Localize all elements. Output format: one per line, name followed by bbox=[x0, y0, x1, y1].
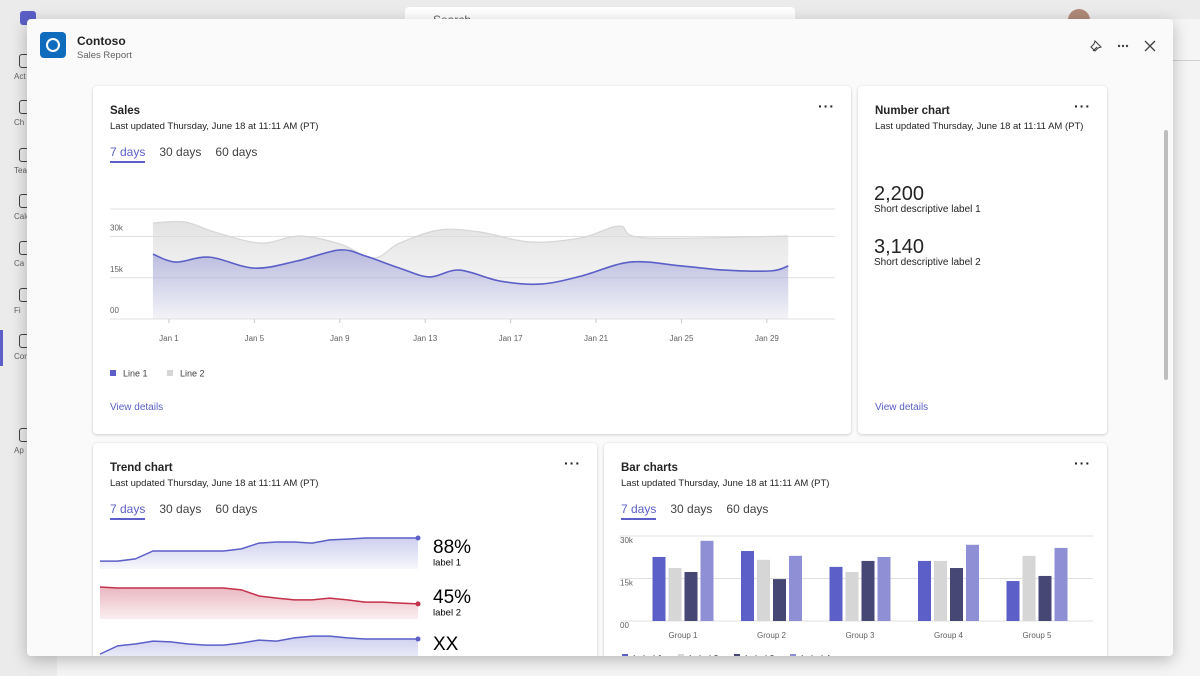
tab[interactable]: 30 days bbox=[159, 145, 202, 159]
nav-label: Ca bbox=[14, 259, 25, 268]
card-menu[interactable]: ··· bbox=[564, 455, 581, 471]
tab[interactable]: 7 days bbox=[621, 502, 657, 520]
card-menu[interactable]: ··· bbox=[818, 98, 835, 114]
nav-indicator bbox=[0, 330, 3, 366]
more-icon[interactable] bbox=[1117, 44, 1129, 48]
nav-label: Cale bbox=[14, 212, 31, 221]
card-updated: Last updated Thursday, June 18 at 11:11 … bbox=[110, 478, 319, 489]
close-icon[interactable] bbox=[1144, 40, 1156, 52]
app-icon-ring bbox=[46, 38, 60, 52]
card-updated: Last updated Thursday, June 18 at 11:11 … bbox=[110, 121, 319, 132]
view-details[interactable]: View details bbox=[110, 402, 164, 413]
bar-card: Bar charts Last updated Thursday, June 1… bbox=[604, 443, 1107, 656]
dialog-subtitle: Sales Report bbox=[77, 50, 132, 61]
nav-label: Con bbox=[14, 352, 29, 361]
nav-label: Act bbox=[14, 72, 26, 81]
number-value: 3,140 bbox=[874, 236, 925, 258]
tabs: 7 days 30 days 60 days bbox=[621, 502, 768, 520]
pin-icon[interactable] bbox=[1090, 39, 1103, 52]
nav-label: Tea bbox=[14, 166, 27, 175]
sales-card: Sales Last updated Thursday, June 18 at … bbox=[93, 86, 851, 434]
nav-label: Fi bbox=[14, 306, 21, 315]
card-title: Bar charts bbox=[621, 462, 678, 474]
app-icon bbox=[40, 32, 66, 58]
tab[interactable]: 60 days bbox=[215, 145, 258, 159]
tab[interactable]: 7 days bbox=[110, 145, 146, 163]
tab[interactable]: 60 days bbox=[726, 502, 769, 516]
card-menu[interactable]: ··· bbox=[1074, 455, 1091, 471]
nav-label: Ap bbox=[14, 446, 24, 455]
tab[interactable]: 60 days bbox=[215, 502, 258, 516]
card-menu[interactable]: ··· bbox=[1074, 98, 1091, 114]
tab[interactable]: 30 days bbox=[159, 502, 202, 516]
tab[interactable]: 7 days bbox=[110, 502, 146, 520]
view-details[interactable]: View details bbox=[875, 402, 929, 413]
tab[interactable]: 30 days bbox=[670, 502, 713, 516]
tabs: 7 days 30 days 60 days bbox=[110, 502, 257, 520]
card-title: Number chart bbox=[875, 105, 950, 117]
card-title: Trend chart bbox=[110, 462, 173, 474]
number-label: Short descriptive label 2 bbox=[874, 257, 981, 268]
nav-label: Ch bbox=[14, 118, 25, 127]
dialog-actions bbox=[1090, 39, 1156, 52]
number-value: 2,200 bbox=[874, 183, 925, 205]
scrollbar[interactable] bbox=[1164, 130, 1168, 380]
card-updated: Last updated Thursday, June 18 at 11:11 … bbox=[621, 478, 830, 489]
divider bbox=[1173, 60, 1200, 61]
trend-card: Trend chart Last updated Thursday, June … bbox=[93, 443, 597, 656]
number-label: Short descriptive label 1 bbox=[874, 204, 981, 215]
card-updated: Last updated Thursday, June 18 at 11:11 … bbox=[875, 121, 1084, 132]
number-card: Number chart Last updated Thursday, June… bbox=[858, 86, 1107, 434]
dialog-title: Contoso bbox=[77, 34, 126, 48]
tabs: 7 days 30 days 60 days bbox=[110, 145, 257, 163]
dialog: Contoso Sales Report Sales Last updated … bbox=[27, 19, 1173, 656]
card-title: Sales bbox=[110, 105, 141, 117]
